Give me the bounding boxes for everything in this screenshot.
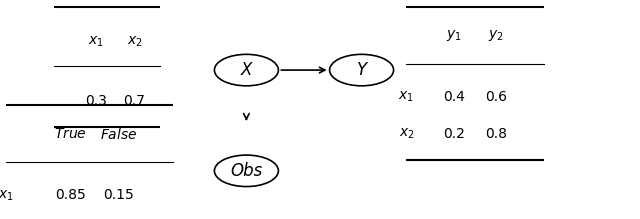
Text: Y: Y	[356, 61, 367, 79]
Text: $x_2$: $x_2$	[127, 35, 142, 49]
Text: 0.4: 0.4	[444, 90, 465, 104]
Text: $True$: $True$	[54, 127, 87, 141]
Text: $x_1$: $x_1$	[88, 35, 104, 49]
Text: $False$: $False$	[100, 127, 137, 142]
Text: X: X	[241, 61, 252, 79]
Text: 0.8: 0.8	[485, 127, 507, 141]
Text: $y_2$: $y_2$	[488, 28, 504, 43]
Text: $x_1$: $x_1$	[0, 188, 14, 203]
Text: 0.3: 0.3	[85, 94, 107, 108]
Text: 0.7: 0.7	[124, 94, 145, 108]
Text: 0.6: 0.6	[485, 90, 507, 104]
Text: 0.2: 0.2	[444, 127, 465, 141]
Text: 0.85: 0.85	[55, 188, 86, 202]
Text: $x_2$: $x_2$	[399, 127, 414, 141]
Text: Obs: Obs	[230, 162, 262, 180]
Text: $y_1$: $y_1$	[447, 28, 462, 43]
Text: 0.15: 0.15	[103, 188, 134, 202]
Text: $x_1$: $x_1$	[399, 90, 414, 104]
